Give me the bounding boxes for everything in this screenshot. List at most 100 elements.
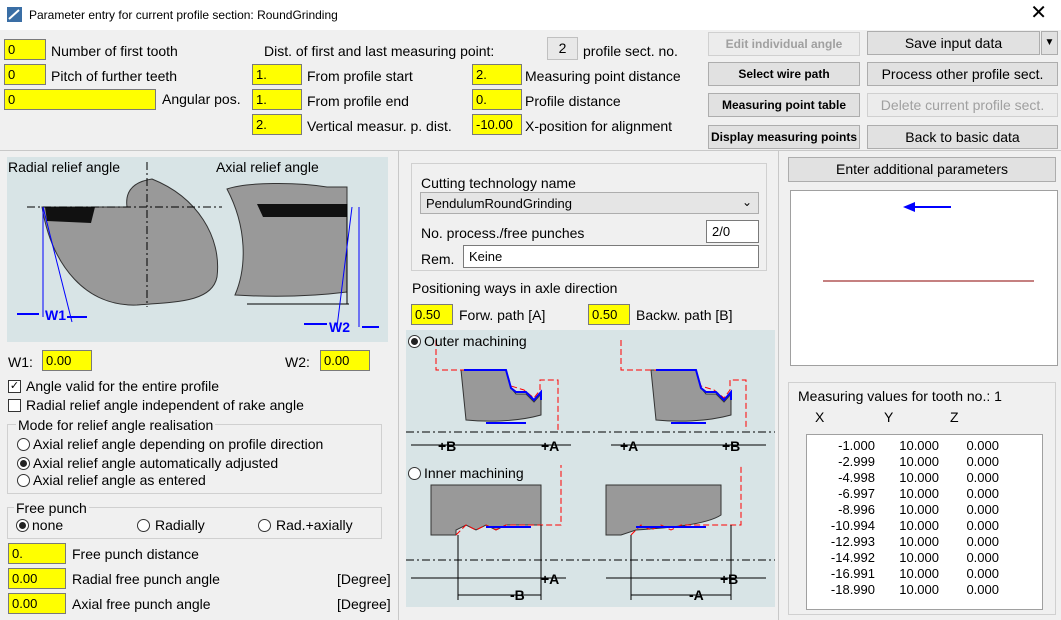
w1-input[interactable]: 0.00: [42, 350, 92, 371]
col-z-header: Z: [950, 409, 959, 425]
w2-input[interactable]: 0.00: [320, 350, 370, 371]
measuring-values-list[interactable]: -1.000 10.000 0.000 -2.999 10.000 0.000 -4.998…: [806, 434, 1043, 610]
free-punch-distance-input[interactable]: 0.: [8, 543, 66, 564]
first-tooth-input[interactable]: 0: [4, 39, 46, 60]
window-title: Parameter entry for current profile sect…: [29, 8, 338, 22]
relief-angle-figure: Radial relief angle Axial relief angle W…: [7, 157, 388, 342]
measuring-value-row[interactable]: -8.996 10.000 0.000: [813, 502, 1042, 518]
z-value: 0.000: [966, 470, 999, 485]
y-value: 10.000: [899, 470, 939, 485]
chevron-down-icon: ⌄: [741, 195, 752, 209]
free-punch-radially-radio[interactable]: [137, 519, 150, 532]
outer-machining-label: Outer machining: [424, 333, 527, 349]
measuring-values-group: [788, 382, 1056, 615]
w1-label: W1:: [8, 354, 33, 370]
radial-degree-unit: [Degree]: [337, 571, 391, 587]
outer-plus-a-label: +A: [541, 438, 560, 454]
forward-path-input[interactable]: 0.50: [411, 304, 453, 325]
technology-select[interactable]: PendulumRoundGrinding ⌄: [420, 192, 759, 214]
vertical-dist-label: Vertical measur. p. dist.: [307, 118, 452, 134]
vertical-dist-input[interactable]: 2.: [252, 114, 302, 135]
rem-input[interactable]: Keine: [463, 245, 759, 268]
measuring-value-row[interactable]: -14.992 10.000 0.000: [813, 550, 1042, 566]
radial-independent-checkbox[interactable]: [8, 399, 21, 412]
top-separator: [0, 150, 1061, 151]
positioning-header: Positioning ways in axle direction: [412, 280, 618, 296]
measuring-value-row[interactable]: -1.000 10.000 0.000: [813, 438, 1042, 454]
measuring-value-row[interactable]: -6.997 10.000 0.000: [813, 486, 1042, 502]
mode-option-1-label: Axial relief angle depending on profile …: [33, 436, 324, 452]
mode-option-1-radio[interactable]: [17, 438, 30, 451]
from-start-input[interactable]: 1.: [252, 64, 302, 85]
x-position-input[interactable]: -10.00: [472, 114, 522, 135]
backward-path-input[interactable]: 0.50: [588, 304, 630, 325]
display-measuring-points-button[interactable]: Display measuring points: [708, 125, 860, 149]
close-icon[interactable]: ✕: [1030, 2, 1047, 24]
save-dropdown-arrow-icon[interactable]: ▼: [1041, 31, 1058, 55]
right-separator: [778, 150, 779, 620]
y-value: 10.000: [899, 566, 939, 581]
from-end-input[interactable]: 1.: [252, 89, 302, 110]
app-icon: [7, 7, 22, 22]
left-separator: [398, 150, 399, 620]
pitch-input[interactable]: 0: [4, 64, 46, 85]
measuring-value-row[interactable]: -2.999 10.000 0.000: [813, 454, 1042, 470]
axial-degree-unit: [Degree]: [337, 596, 391, 612]
z-value: 0.000: [966, 566, 999, 581]
y-value: 10.000: [899, 550, 939, 565]
edit-individual-angle-button[interactable]: Edit individual angle: [708, 32, 860, 56]
outer-plus-b-2-label: +B: [722, 438, 741, 454]
enter-additional-parameters-button[interactable]: Enter additional parameters: [788, 157, 1056, 182]
free-punch-group: [7, 507, 382, 539]
outer-machining-radio[interactable]: [408, 335, 421, 348]
mode-option-3-radio[interactable]: [17, 474, 30, 487]
angular-pos-input[interactable]: 0: [4, 89, 156, 110]
forward-path-label: Forw. path [A]: [459, 307, 546, 323]
select-wire-path-button[interactable]: Select wire path: [708, 62, 860, 86]
z-value: 0.000: [966, 502, 999, 517]
inner-machining-label: Inner machining: [424, 465, 524, 481]
delete-current-section-button[interactable]: Delete current profile sect.: [867, 93, 1058, 117]
angle-valid-entire-label: Angle valid for the entire profile: [26, 378, 219, 394]
inner-minus-b-label: -B: [510, 587, 525, 603]
y-value: 10.000: [899, 582, 939, 597]
axial-free-punch-input[interactable]: 0.00: [8, 593, 66, 614]
measuring-value-row[interactable]: -12.993 10.000 0.000: [813, 534, 1042, 550]
free-punch-rad-axial-radio[interactable]: [258, 519, 271, 532]
y-value: 10.000: [899, 454, 939, 469]
profile-distance-input[interactable]: 0.: [472, 89, 522, 110]
free-punch-none-radio[interactable]: [16, 519, 29, 532]
process-other-section-button[interactable]: Process other profile sect.: [867, 62, 1058, 86]
from-end-label: From profile end: [307, 93, 409, 109]
mode-option-2-radio[interactable]: [17, 457, 30, 470]
measuring-values-title: Measuring values for tooth no.: 1: [798, 388, 1002, 404]
w1-figure-label: W1: [45, 307, 66, 323]
measuring-point-table-button[interactable]: Measuring point table: [708, 93, 860, 117]
outer-plus-a-2-label: +A: [620, 438, 639, 454]
measuring-value-row[interactable]: -18.990 10.000 0.000: [813, 582, 1042, 598]
angle-valid-entire-checkbox[interactable]: ✓: [8, 380, 21, 393]
z-value: 0.000: [966, 518, 999, 533]
profile-distance-label: Profile distance: [525, 93, 621, 109]
measuring-distance-input[interactable]: 2.: [472, 64, 522, 85]
x-value: -1.000: [838, 438, 875, 453]
measuring-value-row[interactable]: -4.998 10.000 0.000: [813, 470, 1042, 486]
measuring-value-row[interactable]: -16.991 10.000 0.000: [813, 566, 1042, 582]
y-value: 10.000: [899, 486, 939, 501]
radial-free-punch-label: Radial free punch angle: [72, 571, 220, 587]
z-value: 0.000: [966, 550, 999, 565]
save-input-data-button[interactable]: Save input data: [867, 31, 1040, 55]
first-tooth-label: Number of first tooth: [51, 43, 178, 59]
backward-path-label: Backw. path [B]: [636, 307, 733, 323]
radial-free-punch-input[interactable]: 0.00: [8, 568, 66, 589]
x-value: -18.990: [830, 582, 875, 597]
inner-machining-radio[interactable]: [408, 467, 421, 480]
free-punch-distance-label: Free punch distance: [72, 546, 199, 562]
relief-angle-drawing: [17, 162, 379, 328]
punches-input[interactable]: 2/0: [706, 220, 759, 243]
radial-relief-title: Radial relief angle: [8, 159, 121, 175]
z-value: 0.000: [966, 438, 999, 453]
col-y-header: Y: [884, 409, 894, 425]
measuring-value-row[interactable]: -10.994 10.000 0.000: [813, 518, 1042, 534]
back-to-basic-data-button[interactable]: Back to basic data: [867, 125, 1058, 149]
